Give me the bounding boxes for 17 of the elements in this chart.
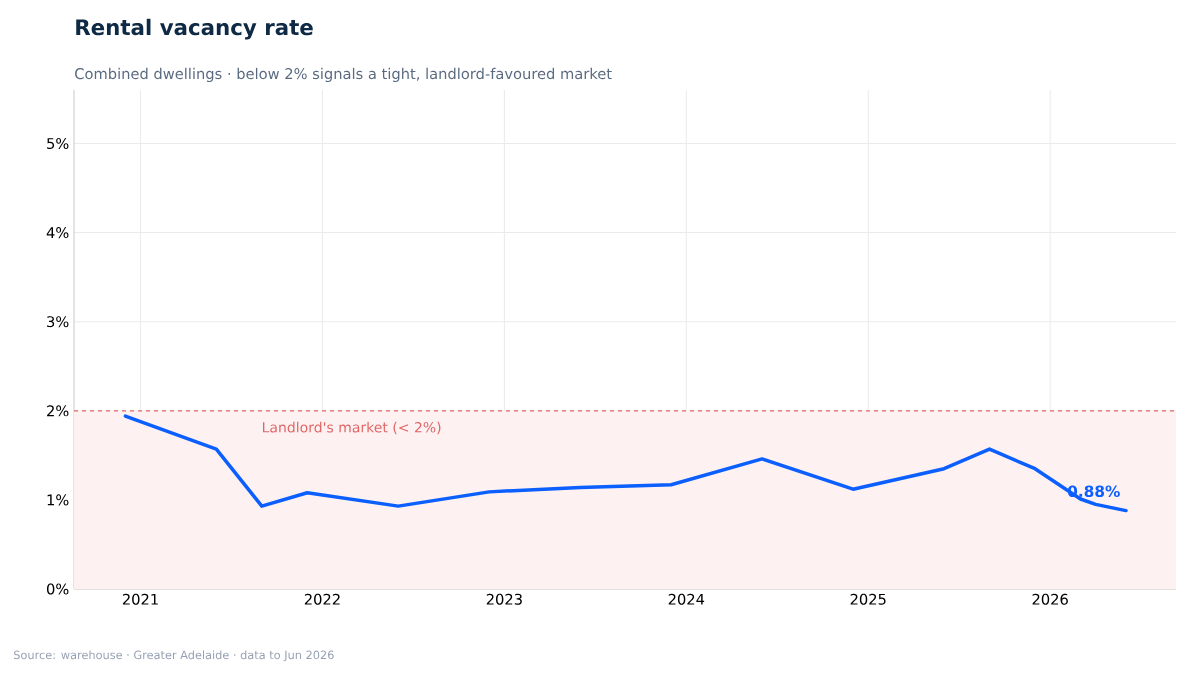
chart-title: Rental vacancy rate	[76, 18, 313, 40]
x-tick-label: 2025	[850, 593, 886, 605]
x-tick-label: 2021	[122, 593, 158, 605]
y-tick-label: 0%	[46, 583, 69, 595]
y-tick-label: 3%	[47, 316, 69, 328]
band-label: Landlord's market (< 2%)	[262, 421, 441, 435]
line-series	[123, 414, 1128, 513]
y-tick-label: 5%	[47, 137, 69, 150]
y-tick-label: 4%	[46, 227, 69, 239]
x-tick-label: 2024	[668, 593, 705, 605]
y-tick-label: 1%	[47, 494, 69, 506]
x-tick-label: 2022	[304, 593, 340, 605]
chart-subtitle: Combined dwellings · below 2% signals a tight, landlord-favoured market	[75, 67, 612, 83]
x-tick-label: 2026	[1032, 593, 1068, 605]
y-tick-label: 2%	[47, 405, 69, 417]
x-tick-label: 2023	[486, 593, 522, 605]
source-note: Source: warehouse · Greater Adelaide · data to Jun 2026	[14, 650, 334, 662]
